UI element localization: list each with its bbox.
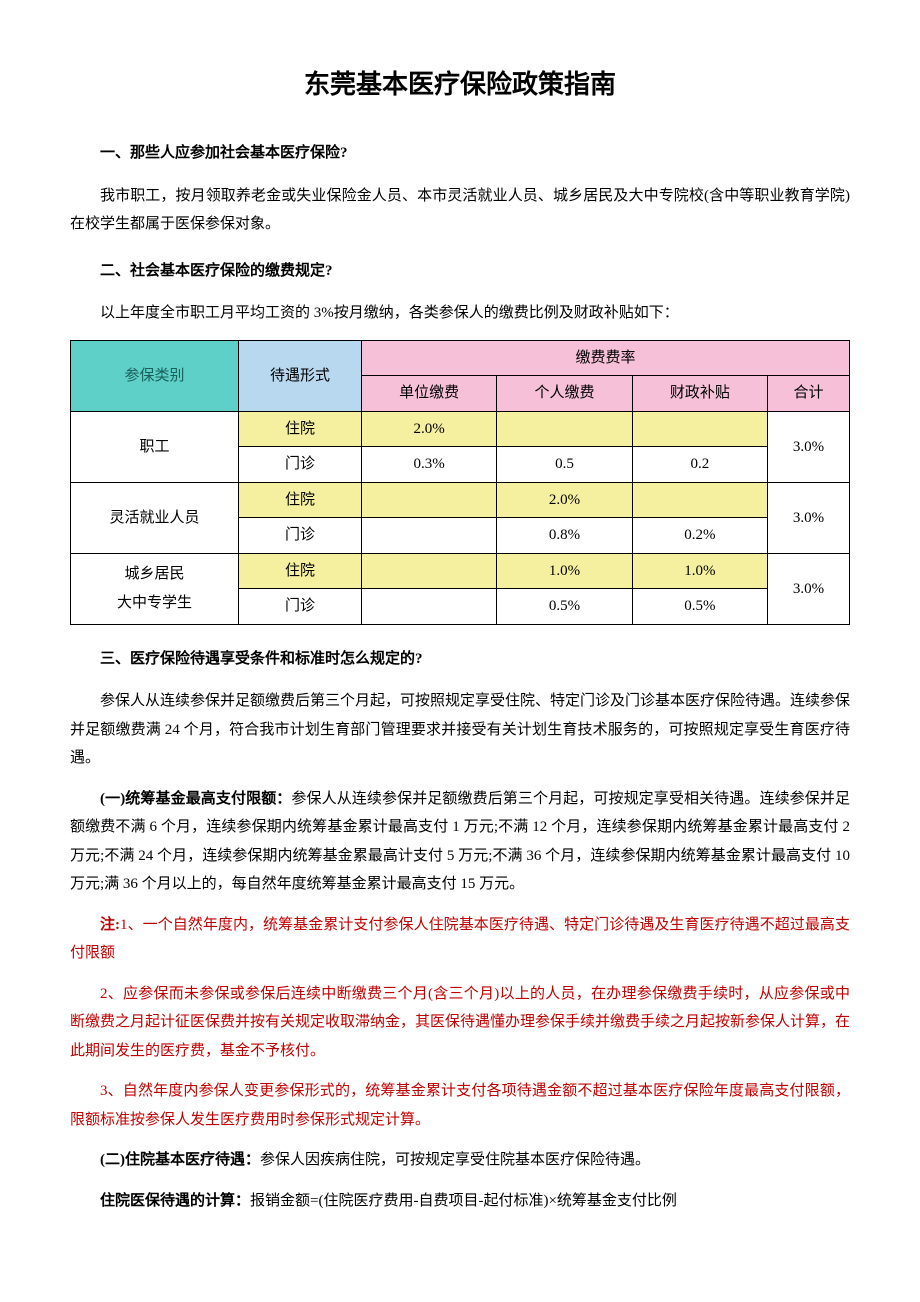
rate-table: 参保类别 待遇形式 缴费费率 单位缴费 个人缴费 财政补贴 合计 职工 住院 2… <box>70 340 850 625</box>
note-1: 注:1、一个自然年度内，统筹基金累计支付参保人住院基本医疗待遇、特定门诊待遇及生… <box>70 911 850 968</box>
table-row: 职工 住院 2.0% 3.0% <box>71 411 850 447</box>
cell-form: 住院 <box>239 411 362 447</box>
cell-unit <box>362 553 497 589</box>
cell-unit <box>362 589 497 625</box>
cell-subsidy: 0.2% <box>632 518 767 554</box>
cell-form: 住院 <box>239 553 362 589</box>
cell-personal: 2.0% <box>497 482 632 518</box>
sub-1: (一)统筹基金最高支付限额：参保人从连续参保并足额缴费后第三个月起，可按规定享受… <box>70 785 850 899</box>
section-2-heading: 二、社会基本医疗保险的缴费规定? <box>70 257 850 286</box>
section-1-heading: 一、那些人应参加社会基本医疗保险? <box>70 139 850 168</box>
document-title: 东莞基本医疗保险政策指南 <box>70 60 850 109</box>
cell-personal <box>497 411 632 447</box>
table-header-row-1: 参保类别 待遇形式 缴费费率 <box>71 340 850 376</box>
note-3: 3、自然年度内参保人变更参保形式的，统筹基金累计支付各项待遇金额不超过基本医疗保… <box>70 1077 850 1134</box>
hdr-unit: 单位缴费 <box>362 376 497 412</box>
hdr-form: 待遇形式 <box>239 340 362 411</box>
cell-personal: 1.0% <box>497 553 632 589</box>
cell-total: 3.0% <box>767 553 849 624</box>
section-3-body: 参保人从连续参保并足额缴费后第三个月起，可按照规定享受住院、特定门诊及门诊基本医… <box>70 687 850 773</box>
cell-subsidy: 0.2 <box>632 447 767 483</box>
note-1-body: 1、一个自然年度内，统筹基金累计支付参保人住院基本医疗待遇、特定门诊待遇及生育医… <box>70 917 850 962</box>
sub-1-label: (一)统筹基金最高支付限额： <box>100 791 291 807</box>
cell-unit: 0.3% <box>362 447 497 483</box>
cell-total: 3.0% <box>767 482 849 553</box>
hdr-rate-group: 缴费费率 <box>362 340 850 376</box>
table-row: 城乡居民 大中专学生 住院 1.0% 1.0% 3.0% <box>71 553 850 589</box>
calc: 住院医保待遇的计算：报销金额=(住院医疗费用-自费项目-起付标准)×统筹基金支付… <box>70 1187 850 1216</box>
cell-unit <box>362 482 497 518</box>
calc-label: 住院医保待遇的计算： <box>100 1193 250 1209</box>
cell-category: 职工 <box>71 411 239 482</box>
cell-category: 城乡居民 大中专学生 <box>71 553 239 624</box>
cell-total: 3.0% <box>767 411 849 482</box>
cell-subsidy <box>632 411 767 447</box>
cell-personal: 0.5% <box>497 589 632 625</box>
cell-form: 门诊 <box>239 589 362 625</box>
hdr-subsidy: 财政补贴 <box>632 376 767 412</box>
hdr-personal: 个人缴费 <box>497 376 632 412</box>
cell-personal: 0.5 <box>497 447 632 483</box>
hdr-total: 合计 <box>767 376 849 412</box>
cell-category: 灵活就业人员 <box>71 482 239 553</box>
section-1-body: 我市职工，按月领取养老金或失业保险金人员、本市灵活就业人员、城乡居民及大中专院校… <box>70 182 850 239</box>
cell-subsidy: 0.5% <box>632 589 767 625</box>
table-row: 灵活就业人员 住院 2.0% 3.0% <box>71 482 850 518</box>
cell-unit: 2.0% <box>362 411 497 447</box>
sub-2-body: 参保人因疾病住院，可按规定享受住院基本医疗保险待遇。 <box>260 1152 650 1168</box>
section-2-body: 以上年度全市职工月平均工资的 3%按月缴纳，各类参保人的缴费比例及财政补贴如下： <box>70 299 850 328</box>
cell-form: 门诊 <box>239 447 362 483</box>
cell-form: 门诊 <box>239 518 362 554</box>
section-3-heading: 三、医疗保险待遇享受条件和标准时怎么规定的? <box>70 645 850 674</box>
cell-unit <box>362 518 497 554</box>
calc-body: 报销金额=(住院医疗费用-自费项目-起付标准)×统筹基金支付比例 <box>250 1193 677 1209</box>
cell-subsidy <box>632 482 767 518</box>
note-label: 注: <box>100 917 120 933</box>
hdr-category: 参保类别 <box>71 340 239 411</box>
note-2: 2、应参保而未参保或参保后连续中断缴费三个月(含三个月)以上的人员，在办理参保缴… <box>70 980 850 1066</box>
cell-form: 住院 <box>239 482 362 518</box>
cell-subsidy: 1.0% <box>632 553 767 589</box>
sub-2: (二)住院基本医疗待遇：参保人因疾病住院，可按规定享受住院基本医疗保险待遇。 <box>70 1146 850 1175</box>
cell-personal: 0.8% <box>497 518 632 554</box>
sub-2-label: (二)住院基本医疗待遇： <box>100 1152 260 1168</box>
